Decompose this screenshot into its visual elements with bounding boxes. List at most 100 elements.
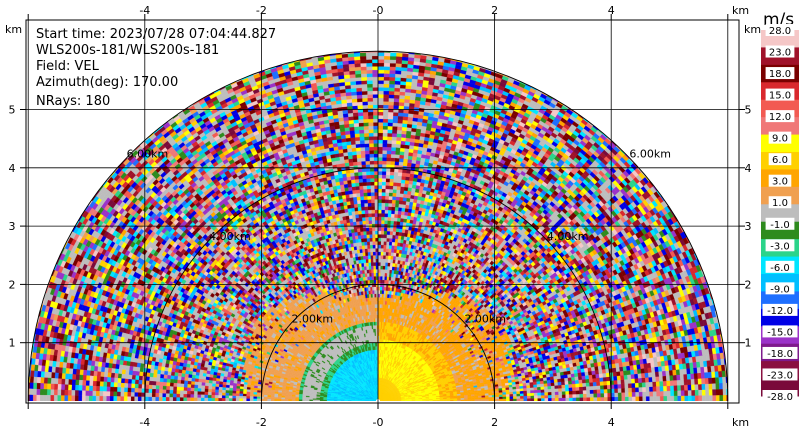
velocity-gate bbox=[681, 385, 685, 390]
velocity-gate bbox=[645, 373, 649, 378]
velocity-gate bbox=[562, 394, 566, 397]
velocity-gate bbox=[565, 381, 569, 385]
velocity-gate bbox=[714, 365, 718, 371]
velocity-gate bbox=[648, 372, 652, 377]
velocity-gate bbox=[702, 395, 706, 401]
velocity-gate bbox=[593, 378, 597, 382]
velocity-gate bbox=[619, 367, 623, 372]
velocity-gate bbox=[485, 399, 489, 401]
velocity-gate bbox=[565, 384, 569, 388]
velocity-gate bbox=[621, 380, 625, 385]
velocity-gate bbox=[566, 394, 570, 397]
velocity-gate bbox=[621, 384, 625, 388]
velocity-gate bbox=[555, 385, 559, 388]
velocity-gate bbox=[662, 371, 666, 376]
velocity-gate bbox=[688, 396, 692, 402]
velocity-gate bbox=[629, 392, 633, 397]
velocity-gate bbox=[617, 380, 621, 384]
velocity-gate bbox=[698, 384, 702, 390]
velocity-gate bbox=[671, 396, 675, 401]
velocity-gate bbox=[685, 396, 689, 401]
velocity-gate bbox=[720, 395, 724, 401]
velocity-gate bbox=[653, 396, 657, 401]
velocity-gate bbox=[685, 390, 689, 395]
velocity-gate bbox=[687, 379, 691, 385]
velocity-gate bbox=[524, 396, 528, 399]
velocity-gate bbox=[578, 372, 582, 376]
velocity-gate bbox=[524, 393, 528, 396]
velocity-gate bbox=[712, 383, 716, 389]
velocity-gate bbox=[590, 386, 594, 390]
velocity-gate bbox=[676, 369, 680, 375]
velocity-gate bbox=[545, 392, 549, 395]
velocity-gate bbox=[585, 372, 589, 376]
velocity-gate bbox=[723, 383, 727, 389]
velocity-gate bbox=[722, 377, 726, 383]
velocity-gate bbox=[587, 397, 591, 401]
velocity-gate bbox=[538, 395, 542, 398]
velocity-gate bbox=[651, 367, 655, 372]
velocity-gate bbox=[520, 393, 524, 396]
velocity-gate bbox=[593, 386, 597, 390]
velocity-gate bbox=[581, 372, 585, 376]
velocity-gate bbox=[586, 390, 590, 394]
velocity-gate bbox=[670, 375, 674, 380]
velocity-gate bbox=[704, 372, 708, 378]
velocity-gate bbox=[660, 391, 664, 396]
velocity-gate bbox=[513, 394, 517, 397]
velocity-gate bbox=[719, 383, 723, 389]
velocity-gate bbox=[565, 388, 569, 392]
velocity-gate bbox=[655, 372, 659, 377]
velocity-gate bbox=[681, 390, 685, 395]
velocity-gate bbox=[559, 398, 563, 401]
velocity-gate bbox=[595, 370, 599, 374]
velocity-gate bbox=[625, 384, 629, 389]
velocity-gate bbox=[590, 397, 594, 401]
velocity-gate bbox=[572, 380, 576, 384]
velocity-gate bbox=[599, 370, 603, 374]
velocity-gate bbox=[583, 386, 587, 390]
velocity-gate bbox=[719, 389, 723, 395]
velocity-gate bbox=[614, 380, 618, 384]
velocity-gate bbox=[586, 386, 590, 390]
velocity-gate bbox=[638, 378, 642, 383]
velocity-gate bbox=[660, 396, 664, 401]
velocity-gate bbox=[663, 386, 667, 391]
velocity-gate bbox=[684, 374, 688, 380]
velocity-gate bbox=[673, 380, 677, 385]
velocity-gate bbox=[635, 378, 639, 383]
velocity-gate bbox=[475, 398, 479, 400]
velocity-gate bbox=[663, 376, 667, 381]
velocity-gate bbox=[534, 387, 538, 390]
velocity-gate bbox=[603, 377, 607, 381]
velocity-gate bbox=[482, 399, 486, 401]
velocity-gate bbox=[527, 393, 531, 396]
velocity-gate bbox=[570, 370, 574, 374]
velocity-gate bbox=[548, 386, 552, 389]
velocity-gate bbox=[646, 396, 650, 401]
velocity-gate bbox=[503, 399, 507, 401]
velocity-gate bbox=[594, 397, 598, 401]
velocity-gate bbox=[482, 397, 486, 399]
velocity-gate bbox=[499, 392, 503, 394]
velocity-gate bbox=[618, 393, 622, 397]
velocity-gate bbox=[579, 380, 583, 384]
velocity-gate bbox=[667, 396, 671, 401]
velocity-gate bbox=[706, 395, 710, 401]
velocity-gate bbox=[534, 393, 538, 396]
velocity-gate bbox=[726, 389, 730, 395]
velocity-gate bbox=[660, 386, 664, 391]
velocity-gate bbox=[699, 390, 703, 396]
velocity-gate bbox=[562, 398, 566, 401]
velocity-gate bbox=[715, 371, 719, 377]
velocity-gate bbox=[702, 390, 706, 396]
velocity-gate bbox=[674, 391, 678, 396]
velocity-gate bbox=[669, 370, 673, 376]
velocity-gate bbox=[595, 366, 599, 370]
velocity-gate bbox=[674, 396, 678, 401]
velocity-gate bbox=[576, 394, 580, 398]
velocity-gate bbox=[615, 397, 619, 401]
velocity-gate bbox=[613, 376, 617, 381]
velocity-gate bbox=[666, 370, 670, 375]
